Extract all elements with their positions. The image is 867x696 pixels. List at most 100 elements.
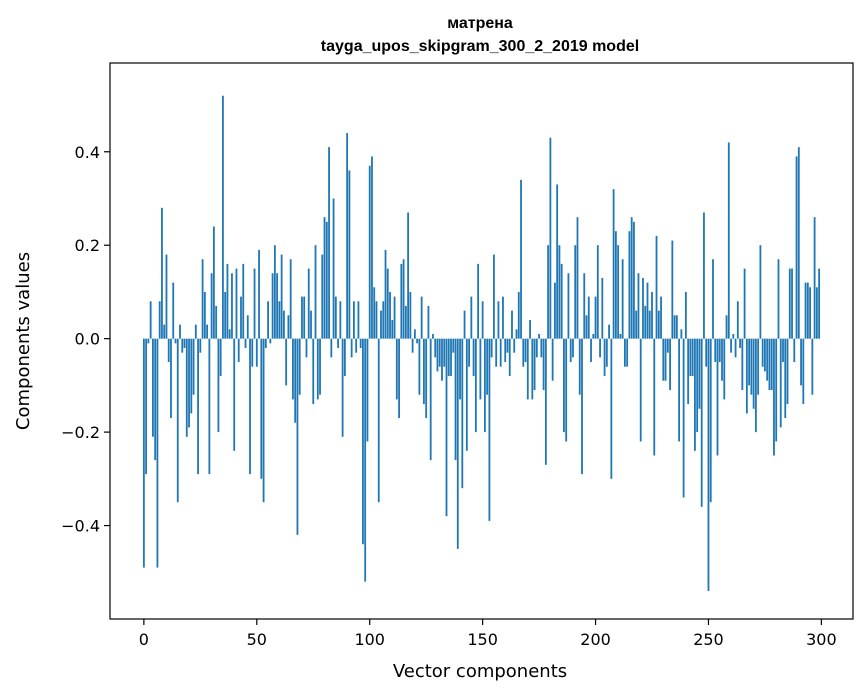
- bar: [452, 338, 455, 353]
- bar: [391, 319, 394, 339]
- bar: [664, 338, 667, 381]
- bar: [802, 338, 805, 405]
- bar: [282, 310, 285, 339]
- bar: [350, 338, 353, 358]
- bar: [199, 338, 202, 353]
- bar: [563, 338, 565, 433]
- bar: [612, 189, 615, 339]
- bar: [703, 212, 705, 339]
- bar: [723, 338, 726, 400]
- bar: [334, 296, 337, 339]
- x-tick-label: 300: [806, 630, 837, 649]
- bar: [517, 291, 520, 339]
- bar: [574, 245, 577, 339]
- bar: [436, 338, 439, 372]
- bar: [364, 338, 367, 582]
- bar: [599, 338, 601, 358]
- bar: [395, 338, 398, 400]
- bar: [310, 310, 312, 339]
- bar: [560, 263, 563, 339]
- bar: [271, 273, 274, 339]
- bar: [800, 338, 802, 386]
- bar: [675, 315, 678, 339]
- bar: [377, 338, 380, 503]
- bar: [233, 338, 236, 451]
- bar: [770, 338, 773, 391]
- bar: [418, 338, 421, 395]
- bar: [608, 324, 610, 339]
- bar: [269, 338, 272, 344]
- bar: [185, 338, 188, 437]
- bar: [610, 338, 613, 479]
- bar: [224, 291, 227, 339]
- bar: [619, 333, 622, 339]
- bar: [691, 338, 694, 377]
- bar: [569, 338, 572, 363]
- bar: [603, 338, 606, 377]
- bar: [215, 305, 218, 339]
- bar: [628, 231, 631, 339]
- bar: [540, 338, 543, 358]
- bar: [292, 338, 294, 400]
- y-tick-label: 0.4: [75, 143, 100, 162]
- bar: [242, 263, 245, 339]
- bar: [587, 296, 590, 339]
- bar: [314, 245, 317, 339]
- bar: [411, 338, 414, 353]
- bar: [745, 338, 748, 414]
- bar: [231, 273, 233, 339]
- x-axis: 0 50 100 150 200 250 300: [139, 619, 837, 649]
- bar: [506, 338, 509, 353]
- bar: [535, 338, 538, 358]
- bar: [806, 282, 809, 339]
- bar: [167, 338, 170, 363]
- bar: [398, 338, 400, 419]
- bar: [655, 235, 658, 339]
- bar: [477, 263, 480, 339]
- bar: [707, 338, 710, 591]
- x-tick-label: 0: [139, 630, 149, 649]
- bar: [366, 338, 369, 442]
- bar: [624, 338, 626, 367]
- bar: [321, 254, 324, 339]
- bar: [646, 282, 649, 339]
- bar: [197, 338, 199, 475]
- bar: [208, 338, 211, 475]
- bar: [188, 338, 190, 428]
- bar: [538, 333, 540, 339]
- bar: [343, 338, 346, 377]
- bar: [298, 338, 301, 395]
- bar: [255, 338, 258, 367]
- x-tick-label: 200: [580, 630, 611, 649]
- bar: [194, 324, 197, 339]
- bar: [815, 287, 818, 339]
- bar: [332, 198, 335, 339]
- bar: [156, 338, 159, 568]
- bar: [684, 291, 687, 339]
- bar: [495, 338, 498, 367]
- bar: [368, 165, 371, 339]
- bar: [481, 301, 484, 339]
- bar: [578, 338, 581, 395]
- bar: [642, 277, 644, 339]
- bar: [355, 338, 358, 353]
- bar: [264, 338, 267, 348]
- bar: [474, 338, 477, 433]
- bar: [700, 338, 703, 507]
- bar: [544, 338, 547, 465]
- bar: [285, 338, 288, 386]
- bar: [633, 221, 635, 339]
- bar: [228, 329, 231, 339]
- bar: [427, 305, 430, 339]
- bar: [244, 338, 247, 348]
- bar: [432, 333, 434, 339]
- bar: [782, 338, 784, 363]
- bar: [533, 338, 536, 391]
- bar: [556, 184, 559, 339]
- bar: [653, 338, 656, 456]
- y-tick-label: −0.4: [61, 517, 100, 536]
- bar: [276, 273, 279, 339]
- bar: [757, 338, 760, 395]
- bar: [716, 338, 719, 456]
- bar: [714, 338, 717, 363]
